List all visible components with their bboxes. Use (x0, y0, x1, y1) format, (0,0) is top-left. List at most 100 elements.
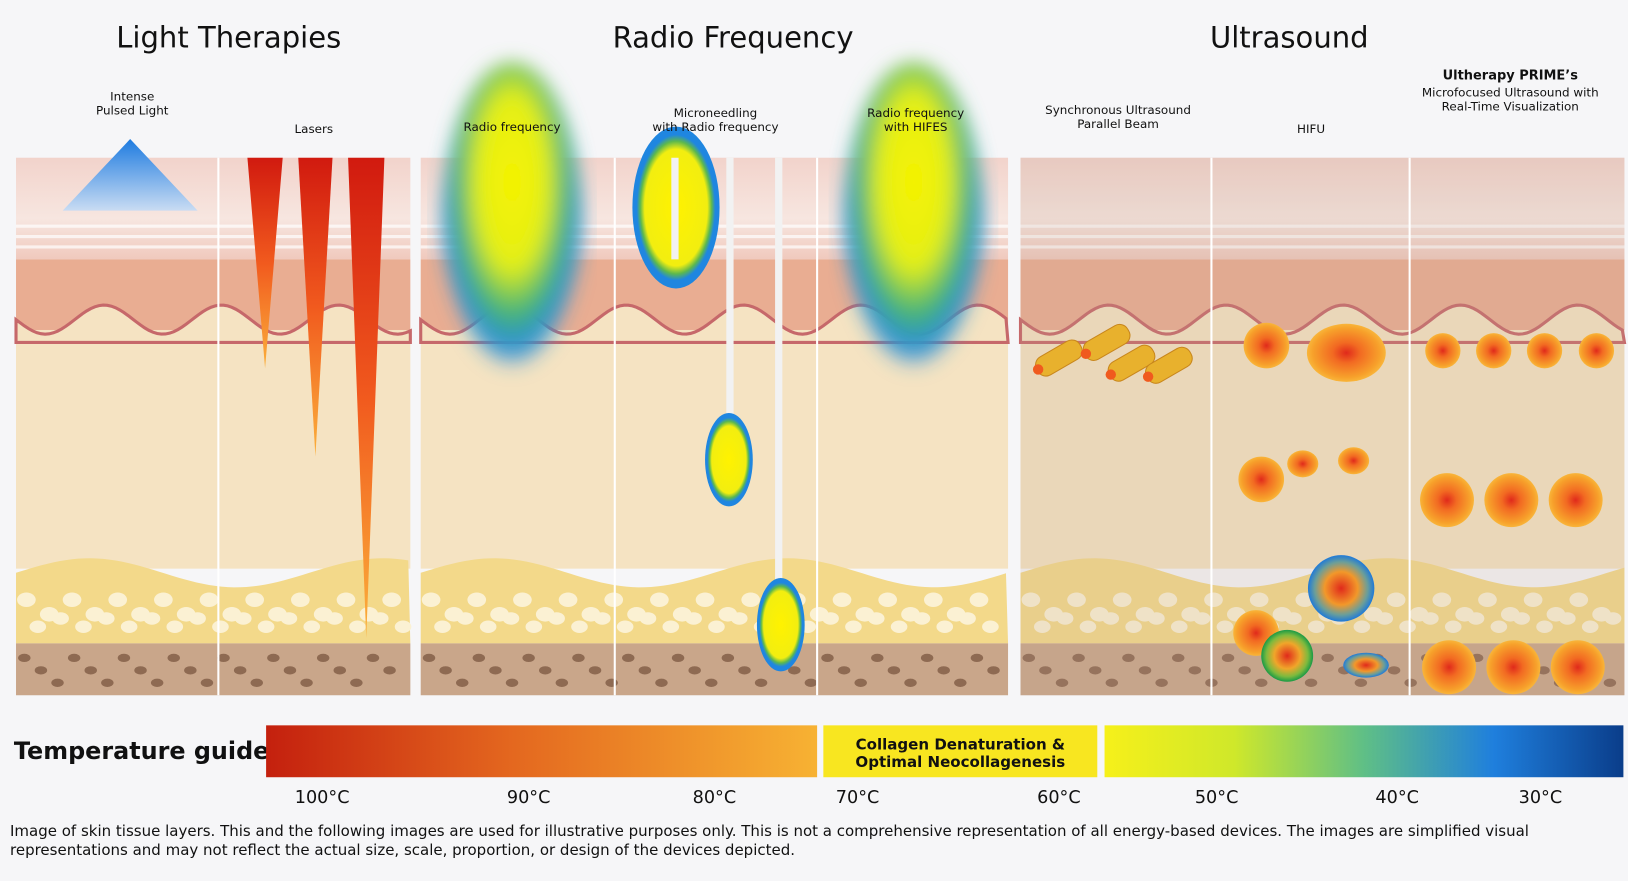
muscle-cell (184, 666, 197, 675)
device-label: Intense (110, 90, 154, 104)
muscle-cell (134, 666, 147, 675)
temperature-label: 40°C (1375, 788, 1419, 808)
fat-cell (832, 592, 852, 608)
temperature-label: 60°C (1037, 788, 1081, 808)
fat-cell (199, 592, 219, 608)
muscle-cell (366, 653, 380, 663)
device-label: Radio frequency (867, 106, 964, 120)
fat-cell (685, 612, 702, 625)
temperature-label: 50°C (1195, 788, 1239, 808)
muscle-cell (455, 678, 469, 687)
muscle-cell (1172, 653, 1185, 663)
fat-cell (1125, 620, 1142, 633)
hot-band (266, 725, 818, 778)
muscle-cell (605, 678, 618, 687)
muscle-cell (505, 678, 519, 687)
fat-cell (1148, 612, 1165, 625)
muscle-cell (489, 666, 502, 675)
device-label: Microfocused Ultrasound with (1422, 85, 1599, 99)
fat-cell (1386, 592, 1406, 608)
muscle-cell (1354, 678, 1368, 687)
fat-cell (291, 592, 310, 608)
cool-band (1104, 725, 1624, 778)
fat-cell (890, 620, 908, 633)
muscle-cell (283, 666, 297, 675)
fat-cell (166, 620, 184, 633)
beam-core (1032, 364, 1044, 375)
needle-heat (756, 577, 805, 672)
ultrasound-focus (1476, 333, 1512, 369)
muscle-cell (250, 678, 263, 687)
fat-cell (1490, 620, 1508, 633)
muscle-cell (422, 653, 436, 663)
fat-cell (1249, 592, 1269, 608)
ultrasound-focus (1578, 333, 1615, 369)
fat-cell (1467, 612, 1485, 625)
muscle-cell (267, 653, 280, 663)
muscle-cell (333, 666, 347, 675)
muscle-cell (233, 666, 247, 675)
muscle-cell (1055, 678, 1069, 687)
fat-cell (62, 592, 82, 608)
muscle-cell (1537, 666, 1550, 675)
device-label: Parallel Beam (1077, 117, 1159, 131)
fat-cell (120, 620, 138, 633)
muscle-cell (200, 678, 214, 687)
ultrasound-focus (1422, 640, 1477, 695)
fat-cell (371, 612, 389, 625)
fat-cell (1376, 612, 1394, 625)
fat-cell (467, 592, 487, 608)
fat-cell (571, 620, 588, 633)
fat-cell (434, 620, 451, 633)
ultrasound-focus (1238, 456, 1285, 503)
muscle-cell (67, 653, 81, 663)
temperature-label: 90°C (507, 788, 551, 808)
fat-cell (1193, 612, 1211, 625)
muscle-cell (350, 678, 363, 687)
muscle-cell (1088, 666, 1102, 675)
fat-cell (1067, 592, 1086, 608)
fat-cell (741, 592, 761, 608)
muscle-cell (1039, 666, 1052, 675)
temperature-label: 70°C (836, 788, 880, 808)
device-title: Ultherapy PRIME’s (1443, 68, 1579, 83)
muscle-cell (1321, 653, 1334, 663)
fat-cell (1216, 620, 1234, 633)
beam-core (1080, 348, 1092, 360)
device-label: with HIFES (884, 120, 948, 134)
fat-cell (234, 612, 252, 625)
fat-cell (1513, 612, 1531, 625)
fat-cell (17, 592, 36, 608)
muscle-cell (1238, 666, 1251, 675)
muscle-cell (1072, 653, 1085, 663)
fat-cell (878, 592, 898, 608)
muscle-cell (854, 678, 867, 687)
fat-cell (394, 620, 412, 633)
muscle-cell (871, 653, 884, 663)
fat-cell (1170, 620, 1188, 633)
fat-cell (513, 592, 532, 608)
fat-cell (594, 612, 611, 625)
fat-cell (303, 620, 321, 633)
laser-beam (247, 157, 283, 369)
ultrasound-focus (1425, 333, 1461, 369)
fat-cell (1353, 620, 1371, 633)
fat-cell (708, 620, 725, 633)
fat-cell (29, 620, 47, 633)
muscle-cell (1304, 678, 1318, 687)
muscle-cell (622, 653, 635, 663)
ultrasound-focus (1343, 652, 1389, 678)
fat-cell (923, 592, 943, 608)
fat-cell (936, 620, 954, 633)
ultrasound-focus (1486, 640, 1541, 695)
fat-cell (1604, 612, 1622, 625)
muscle (16, 643, 411, 696)
fat-cell (502, 612, 520, 625)
fat-cell (662, 620, 680, 633)
fat-cell (52, 612, 69, 625)
muscle-cell (937, 666, 950, 675)
fat-cell (1204, 592, 1223, 608)
muscle-cell (987, 666, 1000, 675)
fat-cell (730, 612, 748, 625)
muscle-cell (117, 653, 131, 663)
